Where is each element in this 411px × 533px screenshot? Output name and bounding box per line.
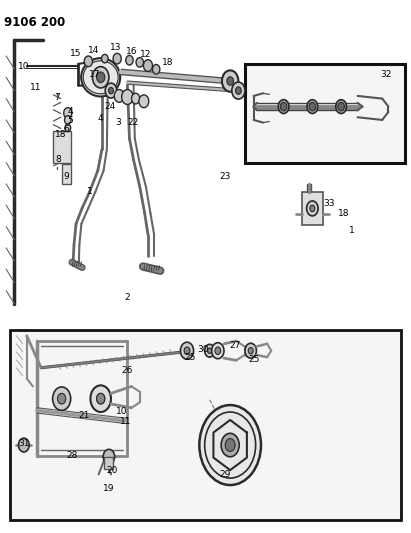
Text: 22: 22 <box>127 118 139 127</box>
Circle shape <box>65 124 71 132</box>
Circle shape <box>92 67 109 88</box>
Circle shape <box>205 344 215 357</box>
Text: 19: 19 <box>103 484 115 493</box>
Text: 3: 3 <box>115 118 121 127</box>
Circle shape <box>307 100 318 114</box>
Circle shape <box>126 55 133 65</box>
Text: 31: 31 <box>18 439 30 448</box>
Bar <box>245 64 405 163</box>
Text: 4: 4 <box>68 108 74 116</box>
Text: 1: 1 <box>349 226 354 235</box>
Text: 30: 30 <box>198 345 209 353</box>
Text: 10: 10 <box>115 407 127 416</box>
Text: 17: 17 <box>89 70 100 79</box>
Text: 9106 200: 9106 200 <box>4 16 66 29</box>
Circle shape <box>215 347 221 354</box>
Circle shape <box>65 116 71 124</box>
Bar <box>53 131 71 163</box>
Circle shape <box>113 53 121 64</box>
Circle shape <box>310 205 315 212</box>
Text: 11: 11 <box>30 84 42 92</box>
Text: 29: 29 <box>219 470 231 479</box>
Circle shape <box>222 70 238 92</box>
Circle shape <box>307 201 318 216</box>
Text: 14: 14 <box>88 46 99 55</box>
Text: 33: 33 <box>323 199 335 208</box>
Text: 25: 25 <box>248 356 260 364</box>
Text: 4: 4 <box>97 115 103 123</box>
Circle shape <box>102 54 108 63</box>
Bar <box>62 164 71 184</box>
Text: 23: 23 <box>219 173 231 181</box>
Circle shape <box>336 100 346 114</box>
Circle shape <box>212 343 224 359</box>
Circle shape <box>90 385 111 412</box>
Circle shape <box>278 100 289 114</box>
Circle shape <box>58 393 66 404</box>
Circle shape <box>103 449 115 464</box>
Text: 11: 11 <box>120 417 132 425</box>
Circle shape <box>18 438 29 452</box>
Circle shape <box>152 64 160 74</box>
Text: 26: 26 <box>122 366 133 375</box>
Circle shape <box>248 348 253 354</box>
Circle shape <box>105 83 117 98</box>
Circle shape <box>139 95 149 108</box>
Circle shape <box>227 77 233 85</box>
Text: 15: 15 <box>70 49 82 58</box>
Circle shape <box>109 87 113 94</box>
Bar <box>10 330 401 520</box>
Bar <box>302 192 323 225</box>
Circle shape <box>92 387 110 410</box>
Bar <box>104 457 113 469</box>
Text: 1: 1 <box>87 188 92 196</box>
Circle shape <box>232 82 245 99</box>
Circle shape <box>245 343 256 358</box>
Circle shape <box>97 72 105 83</box>
Circle shape <box>280 102 287 111</box>
Text: 20: 20 <box>106 466 118 474</box>
Circle shape <box>221 433 239 457</box>
Circle shape <box>122 90 133 104</box>
Text: 8: 8 <box>55 156 61 164</box>
Circle shape <box>338 102 344 111</box>
Circle shape <box>132 93 140 104</box>
Text: 6: 6 <box>64 125 69 134</box>
Text: 24: 24 <box>104 102 116 111</box>
Circle shape <box>114 90 124 102</box>
Circle shape <box>53 387 71 410</box>
Circle shape <box>64 108 72 118</box>
Text: 18: 18 <box>338 209 349 217</box>
Circle shape <box>225 439 235 451</box>
Text: 10: 10 <box>18 62 30 71</box>
Circle shape <box>309 102 316 111</box>
Circle shape <box>143 60 152 71</box>
Text: 18: 18 <box>162 59 173 67</box>
Text: 13: 13 <box>110 44 122 52</box>
Text: 28: 28 <box>66 451 78 460</box>
Text: 7: 7 <box>55 93 60 101</box>
Text: 18: 18 <box>55 130 67 139</box>
Circle shape <box>97 393 105 404</box>
Text: 12: 12 <box>140 51 152 59</box>
Text: 9: 9 <box>63 173 69 181</box>
Ellipse shape <box>81 58 120 96</box>
Circle shape <box>136 58 143 67</box>
Circle shape <box>84 56 92 67</box>
Circle shape <box>184 347 190 354</box>
Text: 27: 27 <box>229 341 241 350</box>
Text: 21: 21 <box>79 411 90 420</box>
Circle shape <box>97 393 105 404</box>
Text: 25: 25 <box>185 353 196 361</box>
Text: 2: 2 <box>125 293 130 302</box>
Circle shape <box>208 348 212 353</box>
Text: 16: 16 <box>126 47 137 56</box>
Text: 32: 32 <box>381 70 392 79</box>
Circle shape <box>180 342 194 359</box>
Circle shape <box>199 405 261 485</box>
Text: 5: 5 <box>67 117 73 125</box>
Circle shape <box>236 87 241 94</box>
